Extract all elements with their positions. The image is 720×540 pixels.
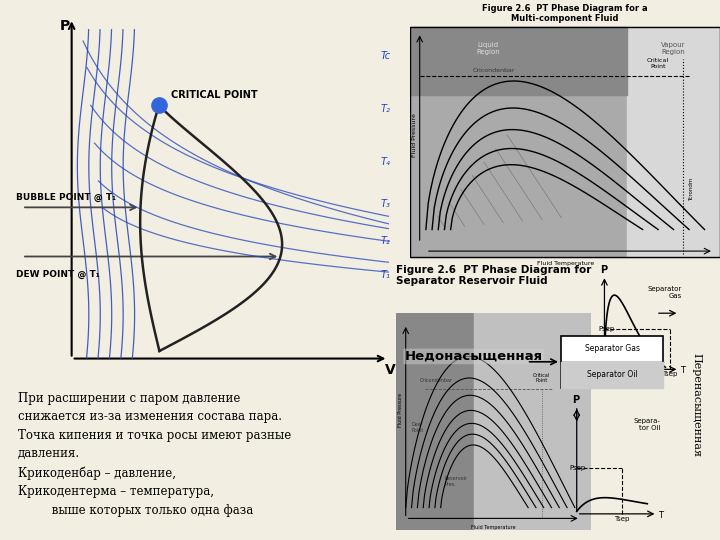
- Text: Vapour
Region: Vapour Region: [661, 42, 686, 55]
- Text: Separa-
tor Oil: Separa- tor Oil: [634, 418, 660, 431]
- Text: Separator Oil: Separator Oil: [587, 370, 637, 379]
- Text: P: P: [60, 19, 71, 33]
- Text: T₃: T₃: [381, 199, 391, 208]
- Text: Critical
Point: Critical Point: [534, 373, 550, 383]
- Text: CRITICAL POINT: CRITICAL POINT: [171, 90, 258, 100]
- Text: Перенасыщенная: Перенасыщенная: [692, 353, 701, 457]
- Text: Tsep: Tsep: [614, 516, 630, 522]
- Text: P: P: [572, 395, 579, 406]
- Text: T₂: T₂: [381, 104, 391, 114]
- Text: Cricondenbar: Cricondenbar: [472, 68, 515, 72]
- Text: DEW POINT @ T₁: DEW POINT @ T₁: [17, 270, 100, 279]
- Text: Cricondenbar: Cricondenbar: [419, 379, 452, 383]
- Text: Fluid Pressure: Fluid Pressure: [412, 113, 417, 157]
- Text: Fluid Temperature: Fluid Temperature: [471, 525, 516, 530]
- Text: V: V: [384, 363, 395, 377]
- Text: Fluid Pressure: Fluid Pressure: [398, 393, 403, 428]
- Text: T: T: [680, 366, 685, 375]
- Text: Reservoir
Pres.: Reservoir Pres.: [445, 476, 468, 487]
- Text: Недонасыщенная: Недонасыщенная: [405, 350, 543, 363]
- Text: Psep: Psep: [570, 465, 586, 471]
- Text: Psep: Psep: [598, 326, 614, 333]
- Text: Critical
Point: Critical Point: [647, 58, 669, 69]
- Text: P: P: [600, 265, 607, 275]
- Text: T: T: [658, 511, 663, 519]
- Text: При расширении с паром давление
снижается из-за изменения состава пара.
Точка ки: При расширении с паром давление снижаетс…: [18, 392, 292, 517]
- Text: T₂: T₂: [381, 237, 391, 246]
- Bar: [561, 336, 664, 388]
- Text: Figure 2.6  PT Phase Diagram for a
Multi-component Fluid: Figure 2.6 PT Phase Diagram for a Multi-…: [482, 4, 648, 23]
- Text: BUBBLE POINT @ T₁: BUBBLE POINT @ T₁: [17, 193, 117, 201]
- Text: Tcrondm: Tcrondm: [689, 177, 694, 201]
- Text: Separator Gas: Separator Gas: [585, 345, 639, 353]
- Text: Liquid
Region: Liquid Region: [476, 42, 500, 55]
- Text: Fluid Temperature: Fluid Temperature: [536, 261, 594, 266]
- Text: Separator
Gas: Separator Gas: [648, 286, 682, 299]
- Text: Figure 2.6  PT Phase Diagram for
Separator Reservoir Fluid: Figure 2.6 PT Phase Diagram for Separato…: [396, 265, 591, 286]
- Bar: [410, 27, 720, 256]
- Text: Dew
Point: Dew Point: [412, 422, 424, 433]
- Text: Tc: Tc: [381, 51, 391, 61]
- Text: T₄: T₄: [381, 157, 391, 167]
- Text: Tsep: Tsep: [662, 371, 678, 377]
- Text: T₁: T₁: [381, 271, 391, 280]
